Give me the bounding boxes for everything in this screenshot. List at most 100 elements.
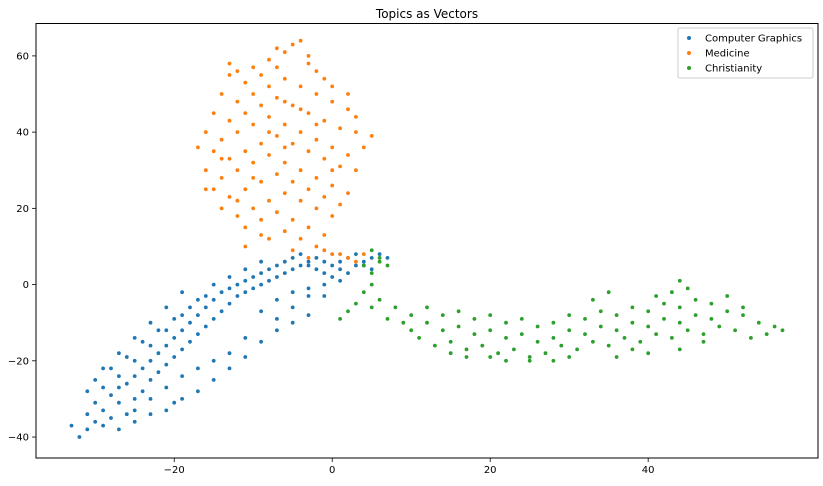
data-point (275, 263, 279, 268)
data-point (109, 366, 113, 371)
data-point (267, 153, 271, 157)
data-point (614, 313, 619, 317)
data-point (267, 84, 271, 89)
data-point (527, 358, 532, 363)
data-point (338, 252, 342, 256)
data-point (322, 195, 327, 199)
data-point (188, 339, 192, 344)
data-point (219, 309, 224, 314)
data-point (267, 115, 271, 119)
chart-title: Topics as Vectors (375, 7, 478, 21)
data-point (211, 187, 216, 192)
data-point (101, 408, 105, 413)
data-point (219, 137, 224, 142)
y-tick-label: −20 (8, 356, 29, 367)
data-point (440, 313, 445, 317)
data-point (211, 111, 216, 115)
data-point (124, 381, 129, 386)
data-point (101, 366, 105, 371)
data-point (109, 416, 113, 420)
data-point (109, 393, 113, 397)
data-point (306, 286, 311, 291)
data-point (456, 324, 461, 329)
data-point (338, 126, 342, 131)
data-point (196, 145, 200, 150)
data-point (140, 389, 145, 394)
data-point (164, 408, 169, 413)
data-point (338, 267, 342, 272)
data-point (243, 355, 248, 359)
data-point (425, 320, 429, 325)
data-point (306, 149, 311, 154)
data-point (298, 236, 303, 241)
data-point (251, 92, 256, 96)
data-point (322, 282, 327, 287)
data-point (259, 141, 263, 146)
data-point (101, 385, 105, 390)
data-point (693, 297, 698, 302)
data-point (275, 46, 279, 51)
data-point (251, 275, 256, 279)
data-point (211, 149, 216, 154)
data-point (172, 355, 177, 359)
data-point (709, 317, 714, 321)
data-point (219, 206, 224, 211)
data-point (267, 130, 271, 135)
data-point (211, 358, 216, 363)
data-point (346, 153, 350, 157)
data-point (322, 76, 327, 81)
data-point (172, 336, 177, 340)
data-point (551, 320, 556, 325)
data-point (551, 336, 556, 340)
data-point (393, 305, 398, 310)
data-point (140, 366, 145, 371)
data-point (148, 320, 153, 325)
data-point (188, 305, 192, 310)
data-point (693, 313, 698, 317)
data-point (346, 256, 350, 260)
data-point (211, 297, 216, 302)
data-point (330, 168, 335, 173)
data-point (504, 320, 508, 325)
data-point (275, 65, 279, 70)
data-point (196, 332, 200, 336)
data-point (164, 343, 169, 348)
data-point (504, 336, 508, 340)
data-point (211, 317, 216, 321)
data-point (354, 259, 358, 264)
data-point (670, 336, 674, 340)
data-point (243, 244, 248, 249)
data-point (156, 328, 161, 333)
data-point (369, 248, 374, 253)
data-point (354, 252, 358, 256)
data-point (433, 343, 437, 348)
data-point (409, 328, 414, 333)
data-point (306, 263, 311, 268)
data-point (677, 305, 682, 310)
data-point (259, 233, 263, 237)
data-point (290, 290, 295, 295)
data-point (85, 427, 90, 432)
data-point (290, 141, 295, 146)
data-point (196, 389, 200, 394)
data-point (764, 332, 769, 336)
data-point (425, 305, 429, 310)
data-point (306, 187, 311, 192)
data-point (377, 259, 382, 264)
data-point (148, 412, 153, 417)
data-point (298, 198, 303, 203)
data-point (235, 214, 240, 218)
data-point (227, 118, 232, 123)
x-tick-label: −20 (164, 465, 185, 476)
data-point (567, 355, 572, 359)
data-point (282, 122, 287, 127)
data-point (251, 206, 256, 211)
data-point (219, 156, 224, 161)
data-point (314, 176, 319, 180)
data-point (203, 294, 208, 298)
data-point (117, 427, 121, 432)
data-point (282, 271, 287, 275)
data-point (725, 294, 730, 298)
data-point (780, 328, 785, 333)
data-point (369, 282, 374, 287)
